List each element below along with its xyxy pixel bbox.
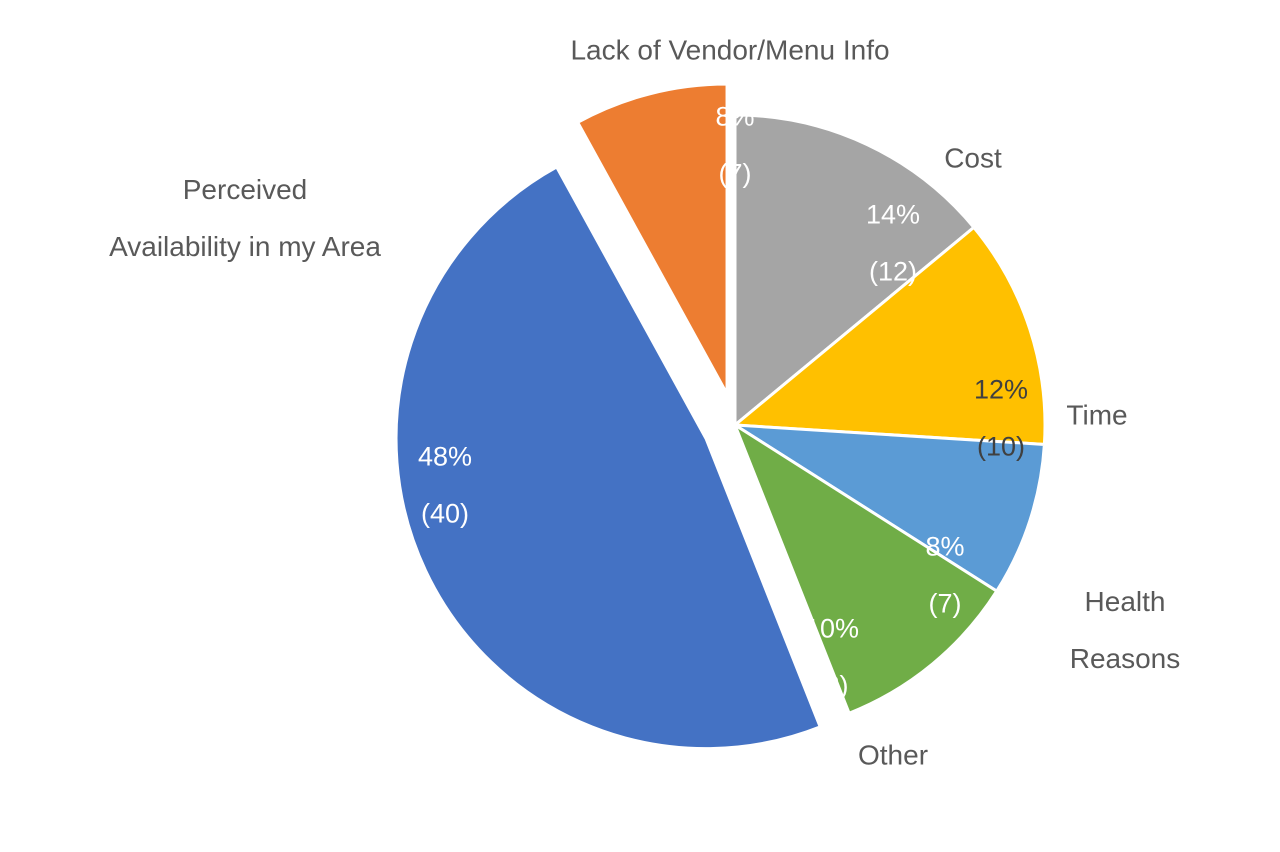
category-label: Lack of Vendor/Menu Info [570,34,890,66]
percent-label: 10% [804,613,860,644]
category-label: Time [1066,399,1128,431]
category-label: Health Reasons [1069,586,1181,674]
count-label: (40) [420,498,470,529]
count-label: (12) [868,256,918,287]
count-label: (7) [718,158,752,189]
count-label: (8) [815,670,849,701]
category-label: Other [857,739,929,771]
pie-slice [575,82,729,395]
percent-label: 48% [417,441,473,472]
category-label: Perceived Availability in my Area [109,174,381,262]
pie-slice [731,421,999,716]
pie-slice [394,164,823,751]
percent-label: 12% [973,374,1029,405]
percent-label: 8% [925,531,965,562]
category-label: Cost [944,142,1002,174]
count-label: (10) [976,431,1026,462]
percent-label: 8% [715,101,755,132]
percent-label: 14% [865,199,921,230]
count-label: (7) [928,588,962,619]
pie-slice [733,113,976,429]
pie-slice [734,423,1046,594]
pie-slice [731,225,1047,447]
